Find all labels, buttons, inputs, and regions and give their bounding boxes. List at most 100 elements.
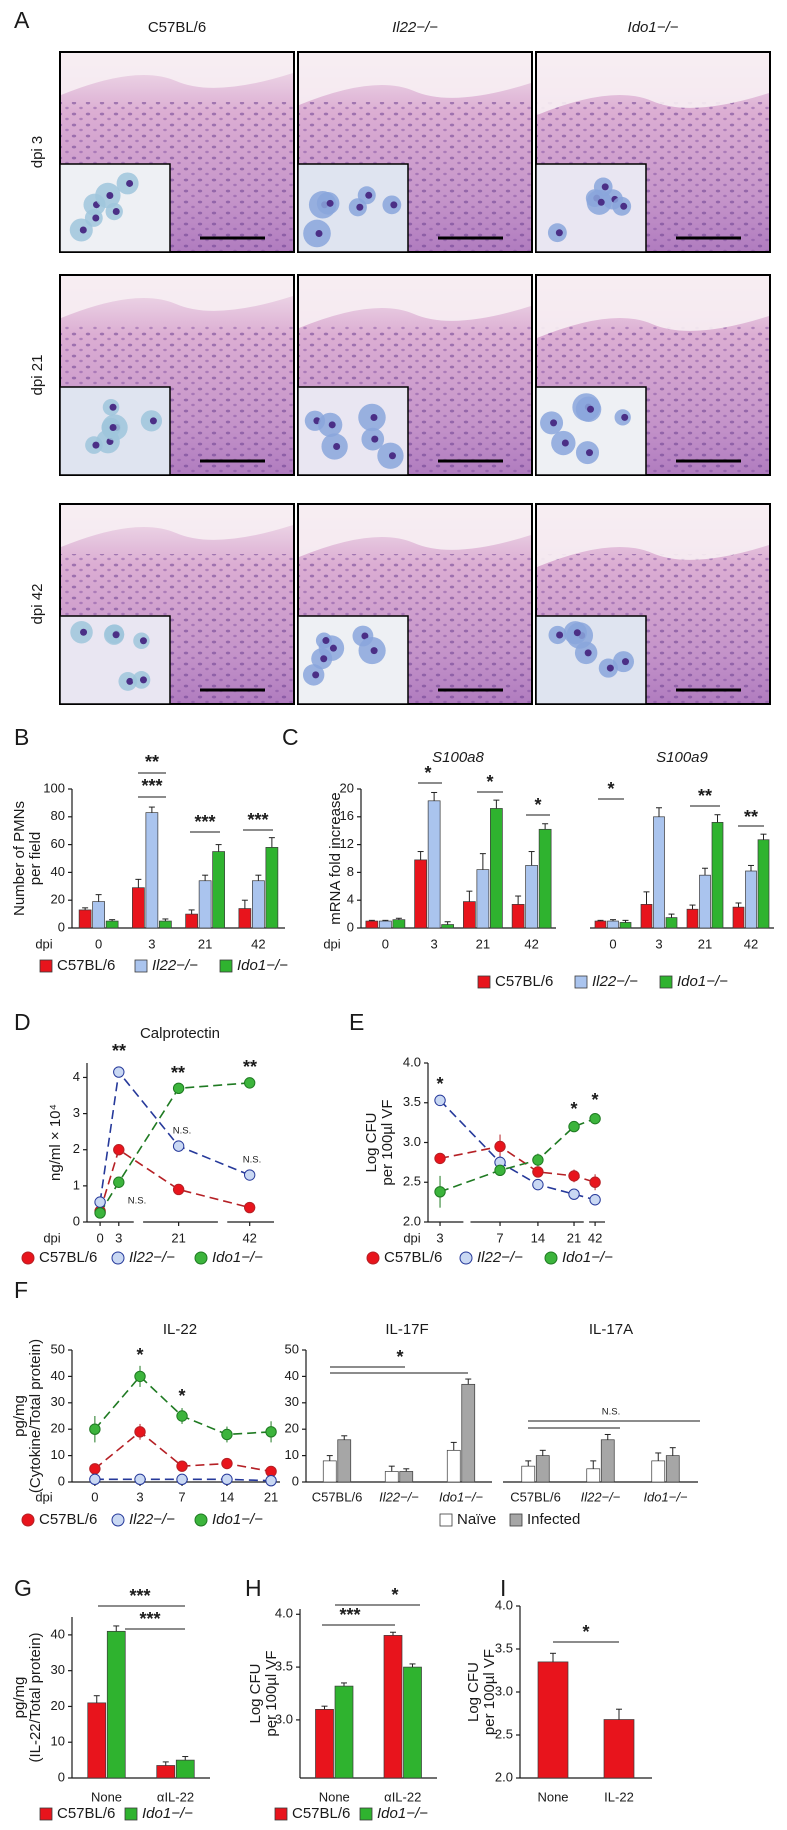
y-tick-label: 30	[51, 1662, 65, 1677]
row-label: dpi 3	[29, 136, 46, 169]
cell-nucleus	[561, 439, 569, 447]
cell-nucleus	[149, 417, 157, 425]
keratin-layer	[299, 505, 531, 557]
bar	[238, 908, 252, 929]
point	[589, 1112, 601, 1125]
bar	[538, 828, 552, 929]
keratin-layer	[299, 53, 531, 105]
point	[532, 1166, 544, 1178]
point	[113, 1176, 125, 1188]
significance-label: *	[436, 1074, 443, 1094]
chart-title: IL-17A	[589, 1321, 633, 1338]
x-tick-label: C57BL/6	[312, 1489, 363, 1504]
point	[589, 1194, 601, 1206]
bar	[322, 1460, 337, 1483]
legend-swatch	[21, 1251, 35, 1265]
bar	[379, 920, 392, 929]
y-tick-label: 20	[51, 892, 65, 907]
point	[434, 1152, 446, 1165]
point	[532, 1178, 544, 1191]
y-tick-label: 4	[73, 1069, 80, 1084]
cell-nucleus	[126, 677, 134, 685]
significance-label: ***	[194, 812, 215, 832]
bar	[699, 874, 711, 929]
x-tick-label: 21	[476, 936, 490, 951]
bar	[603, 1719, 635, 1779]
bar	[334, 1685, 354, 1779]
x-axis-label: dpi	[35, 1489, 52, 1504]
significance-label: *	[424, 763, 431, 783]
y-tick-label: 3.0	[275, 1711, 293, 1726]
x-axis-label: dpi	[403, 1230, 420, 1245]
significance-label: *	[582, 1622, 589, 1642]
bar	[106, 1630, 126, 1779]
bar	[185, 913, 198, 929]
y-tick-label: 2.5	[495, 1726, 513, 1741]
x-tick-label: 14	[531, 1230, 545, 1245]
bar	[105, 920, 119, 929]
legend-label: C57BL/6	[292, 1805, 350, 1822]
significance-label: *	[486, 772, 493, 792]
point	[568, 1188, 580, 1200]
point	[134, 1426, 146, 1438]
cell-nucleus	[370, 413, 378, 421]
y-tick-label: 3.5	[275, 1659, 293, 1674]
bar	[265, 847, 279, 929]
point	[134, 1370, 146, 1383]
cell-nucleus	[112, 208, 120, 216]
legend-swatch	[111, 1513, 125, 1527]
panel-letter: I	[500, 1575, 506, 1601]
y-axis-label: Number of PMNs	[11, 801, 28, 916]
x-tick-label: 0	[382, 936, 389, 951]
chart-title: Calprotectin	[140, 1025, 220, 1042]
bar	[619, 922, 632, 929]
bar	[156, 1765, 176, 1779]
significance-label: N.S.	[173, 1126, 191, 1137]
bar	[525, 865, 538, 929]
cell-nucleus	[80, 628, 88, 636]
x-tick-label: Ido1−/−	[439, 1489, 484, 1504]
y-axis-label: per field	[27, 832, 44, 885]
point	[265, 1426, 277, 1438]
legend-label: C57BL/6	[39, 1249, 97, 1266]
y-axis-label: per 100µl VF	[379, 1099, 396, 1185]
significance-label: ***	[139, 1609, 160, 1629]
cell-nucleus	[573, 629, 581, 637]
legend-label: Il22−/−	[592, 973, 638, 990]
legend-label: Ido1−/−	[212, 1249, 263, 1266]
y-tick-label: 0	[292, 1473, 299, 1488]
cell-nucleus	[390, 201, 398, 209]
significance-label: *	[391, 1585, 398, 1605]
point	[434, 1094, 446, 1107]
point	[113, 1144, 125, 1156]
x-tick-label: 14	[220, 1489, 234, 1504]
x-axis-label: dpi	[35, 936, 52, 951]
bar	[665, 917, 678, 929]
point	[176, 1473, 188, 1486]
bar	[511, 904, 525, 929]
legend-swatch	[274, 1807, 288, 1821]
y-axis-label: ng/ml × 10⁴	[47, 1104, 64, 1181]
x-tick-label: αIL-22	[157, 1789, 194, 1804]
y-tick-label: 2.5	[403, 1174, 421, 1189]
bar	[315, 1708, 334, 1779]
x-tick-label: 42	[251, 936, 265, 951]
bar	[145, 812, 159, 929]
significance-label: ***	[129, 1586, 150, 1606]
x-tick-label: 3	[136, 1489, 143, 1504]
cell-nucleus	[139, 676, 147, 684]
point	[172, 1183, 185, 1196]
panel-letter: E	[349, 1009, 364, 1035]
y-tick-label: 8	[347, 864, 354, 879]
legend-swatch	[509, 1513, 523, 1527]
significance-label: **	[145, 752, 159, 772]
significance-label: *	[396, 1347, 403, 1367]
significance-label: N.S.	[602, 1407, 620, 1418]
cell-nucleus	[587, 405, 595, 413]
bar	[399, 1471, 414, 1483]
keratin-layer	[299, 276, 531, 328]
y-axis-label: per 100µl VF	[481, 1649, 498, 1735]
legend-label: C57BL/6	[57, 1805, 115, 1822]
x-tick-label: 7	[178, 1489, 185, 1504]
bar	[427, 800, 441, 929]
